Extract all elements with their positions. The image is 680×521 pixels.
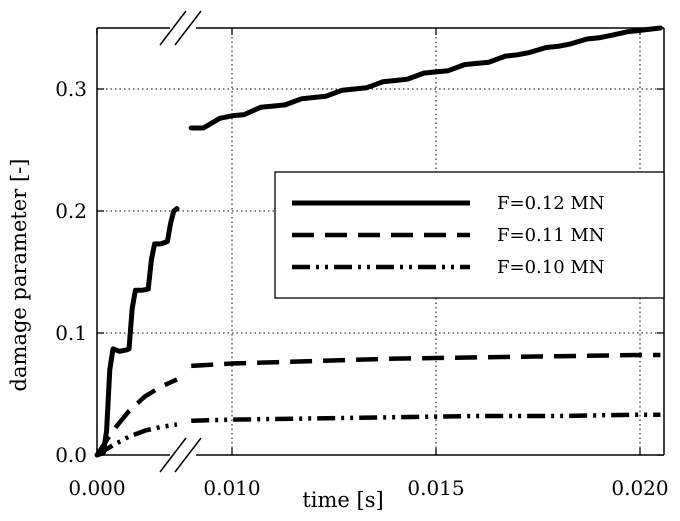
series-line-1-segment-2 (188, 25, 663, 131)
axis-break-bottom (174, 437, 202, 473)
legend: F=0.12 MN F=0.11 MN F=0.10 MN (274, 171, 665, 299)
axis-break-top (174, 10, 202, 46)
y-axis-label: damage parameter [-] (7, 159, 31, 392)
series-line-3-segment-1 (95, 422, 178, 457)
legend-label-1: F=0.12 MN (497, 193, 605, 214)
tick-labels: 0.0 0.1 0.2 0.3 0.000 0.010 0.015 0.020 (55, 77, 668, 500)
legend-label-2: F=0.11 MN (497, 225, 605, 246)
y-tick-label: 0.0 (55, 443, 87, 467)
series-line-3-segment-2 (191, 412, 661, 424)
x-tick-label: 0.000 (68, 476, 125, 500)
y-tick-label: 0.3 (55, 77, 87, 101)
x-tick-label: 0.010 (203, 476, 260, 500)
series-line-2-segment-2 (191, 352, 661, 369)
x-tick-label: 0.020 (611, 476, 668, 500)
series-lines (94, 25, 663, 458)
legend-label-3: F=0.10 MN (497, 257, 605, 278)
x-axis-label: time [s] (302, 488, 383, 512)
axis-break-top (159, 10, 187, 46)
y-tick-label: 0.1 (55, 321, 87, 345)
axis-break-bottom (159, 437, 187, 473)
x-tick-label: 0.015 (407, 476, 464, 500)
series-line-1-segment-1 (94, 206, 180, 458)
y-tick-label: 0.2 (55, 199, 87, 223)
